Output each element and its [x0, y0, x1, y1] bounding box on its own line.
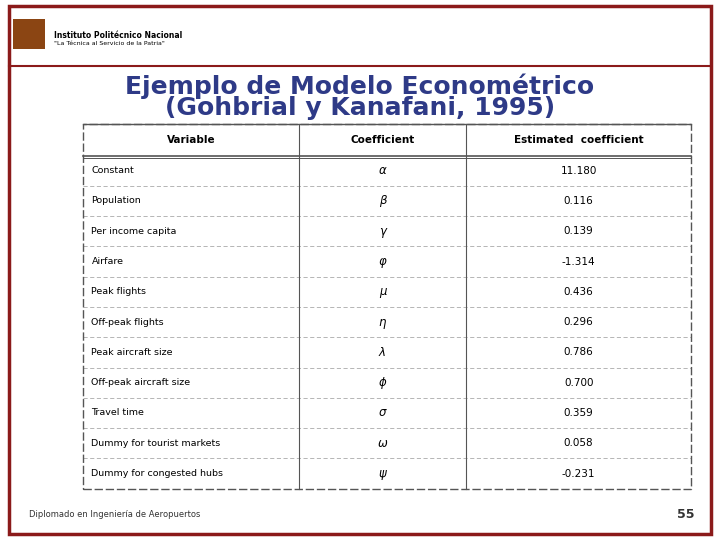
Text: λ: λ [379, 346, 386, 359]
Text: 55: 55 [678, 508, 695, 521]
Text: Dummy for tourist markets: Dummy for tourist markets [91, 439, 221, 448]
Text: Diplomado en Ingeniería de Aeropuertos: Diplomado en Ingeniería de Aeropuertos [29, 510, 200, 518]
Text: 0.786: 0.786 [564, 347, 593, 357]
Text: Airfare: Airfare [91, 257, 123, 266]
Text: "La Técnica al Servicio de la Patria": "La Técnica al Servicio de la Patria" [54, 40, 165, 46]
Text: 0.436: 0.436 [564, 287, 593, 297]
Text: (Gohbrial y Kanafani, 1995): (Gohbrial y Kanafani, 1995) [165, 96, 555, 120]
Text: σ: σ [379, 407, 386, 420]
Text: η: η [379, 315, 386, 329]
Text: Off-peak flights: Off-peak flights [91, 318, 164, 327]
Text: 0.296: 0.296 [564, 317, 593, 327]
Text: Off-peak aircraft size: Off-peak aircraft size [91, 378, 191, 387]
Text: φ: φ [379, 255, 387, 268]
Text: Variable: Variable [166, 135, 215, 145]
Text: Dummy for congested hubs: Dummy for congested hubs [91, 469, 223, 478]
Text: Peak flights: Peak flights [91, 287, 146, 296]
Text: Population: Population [91, 197, 141, 205]
Text: Peak aircraft size: Peak aircraft size [91, 348, 173, 357]
Text: 0.359: 0.359 [564, 408, 593, 418]
Text: Estimated  coefficient: Estimated coefficient [514, 135, 644, 145]
Text: -0.231: -0.231 [562, 469, 595, 478]
Text: 0.116: 0.116 [564, 196, 593, 206]
Text: γ: γ [379, 225, 386, 238]
Text: 0.139: 0.139 [564, 226, 593, 236]
Text: Constant: Constant [91, 166, 134, 175]
Text: ω: ω [377, 437, 387, 450]
Text: 0.700: 0.700 [564, 377, 593, 388]
Text: 11.180: 11.180 [560, 166, 597, 176]
Text: Coefficient: Coefficient [351, 135, 415, 145]
Text: Travel time: Travel time [91, 408, 144, 417]
Text: -1.314: -1.314 [562, 256, 595, 267]
Text: β: β [379, 194, 386, 207]
Text: Per income capita: Per income capita [91, 227, 177, 236]
Text: 0.058: 0.058 [564, 438, 593, 448]
Text: Instituto Politécnico Nacional: Instituto Politécnico Nacional [54, 31, 182, 39]
Text: α: α [379, 164, 387, 177]
Text: ϕ: ϕ [379, 376, 387, 389]
Text: μ: μ [379, 285, 386, 298]
Text: Ejemplo de Modelo Econométrico: Ejemplo de Modelo Econométrico [125, 73, 595, 99]
Text: ψ: ψ [379, 467, 387, 480]
